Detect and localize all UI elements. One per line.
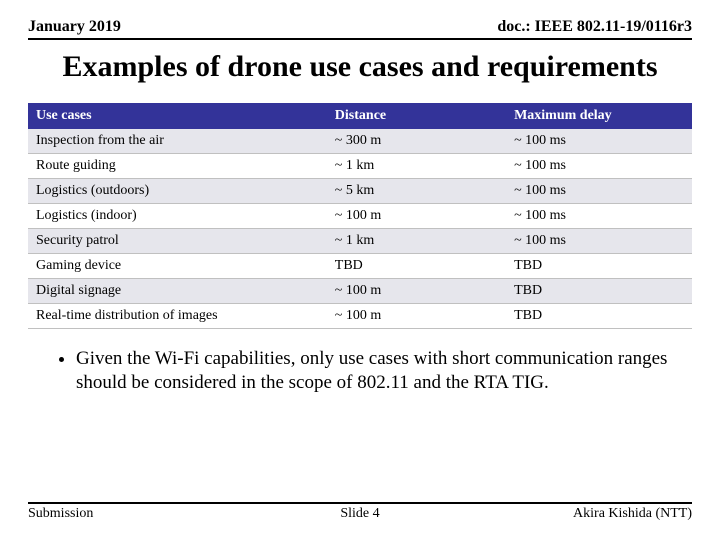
- table-cell: ~ 100 m: [327, 278, 506, 303]
- table-cell: ~ 5 km: [327, 178, 506, 203]
- table-cell: TBD: [506, 253, 692, 278]
- table-cell: Real-time distribution of images: [28, 303, 327, 328]
- table-row: Inspection from the air~ 300 m~ 100 ms: [28, 128, 692, 153]
- table-cell: Route guiding: [28, 153, 327, 178]
- table-cell: TBD: [506, 303, 692, 328]
- table-cell: Digital signage: [28, 278, 327, 303]
- table-cell: ~ 100 ms: [506, 203, 692, 228]
- table-cell: ~ 1 km: [327, 153, 506, 178]
- table-cell: Inspection from the air: [28, 128, 327, 153]
- bullet-block: Given the Wi-Fi capabilities, only use c…: [48, 347, 684, 396]
- table-cell: ~ 100 ms: [506, 128, 692, 153]
- table-cell: Gaming device: [28, 253, 327, 278]
- footer-left: Submission: [28, 506, 93, 522]
- table-row: Route guiding~ 1 km~ 100 ms: [28, 153, 692, 178]
- col-header-delay: Maximum delay: [506, 103, 692, 128]
- table-row: Security patrol~ 1 km~ 100 ms: [28, 228, 692, 253]
- slide-header: January 2019 doc.: IEEE 802.11-19/0116r3: [28, 18, 692, 40]
- table-row: Logistics (outdoors)~ 5 km~ 100 ms: [28, 178, 692, 203]
- col-header-usecases: Use cases: [28, 103, 327, 128]
- table-cell: ~ 300 m: [327, 128, 506, 153]
- header-docref: doc.: IEEE 802.11-19/0116r3: [497, 18, 692, 36]
- table-header-row: Use cases Distance Maximum delay: [28, 103, 692, 128]
- usecases-table: Use cases Distance Maximum delay Inspect…: [28, 103, 692, 329]
- table-cell: ~ 100 ms: [506, 153, 692, 178]
- footer-right: Akira Kishida (NTT): [573, 506, 692, 522]
- table-row: Digital signage~ 100 mTBD: [28, 278, 692, 303]
- bullet-item: Given the Wi-Fi capabilities, only use c…: [76, 347, 684, 396]
- table-row: Gaming deviceTBDTBD: [28, 253, 692, 278]
- table-cell: ~ 100 ms: [506, 228, 692, 253]
- table-row: Real-time distribution of images~ 100 mT…: [28, 303, 692, 328]
- table-cell: TBD: [506, 278, 692, 303]
- table-cell: ~ 100 ms: [506, 178, 692, 203]
- page-title: Examples of drone use cases and requirem…: [28, 50, 692, 85]
- table-body: Inspection from the air~ 300 m~ 100 msRo…: [28, 128, 692, 328]
- footer-center: Slide 4: [340, 506, 379, 522]
- col-header-distance: Distance: [327, 103, 506, 128]
- table-cell: Logistics (indoor): [28, 203, 327, 228]
- table-cell: TBD: [327, 253, 506, 278]
- table-row: Logistics (indoor)~ 100 m~ 100 ms: [28, 203, 692, 228]
- table-cell: Security patrol: [28, 228, 327, 253]
- table-cell: ~ 100 m: [327, 203, 506, 228]
- table-cell: ~ 100 m: [327, 303, 506, 328]
- table-cell: ~ 1 km: [327, 228, 506, 253]
- table-cell: Logistics (outdoors): [28, 178, 327, 203]
- header-date: January 2019: [28, 18, 121, 36]
- slide-footer: Submission Slide 4 Akira Kishida (NTT): [28, 502, 692, 522]
